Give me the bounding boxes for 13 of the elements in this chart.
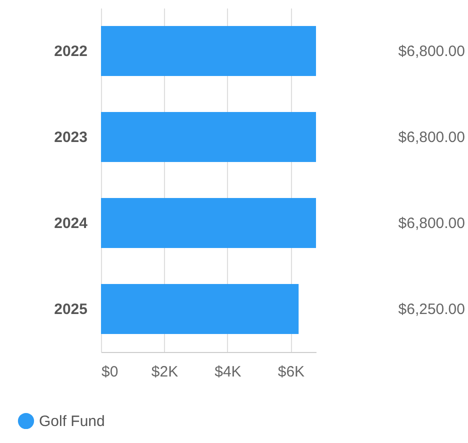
legend-label: Golf Fund: [39, 413, 105, 430]
y-tick-label: 2023: [54, 129, 88, 146]
y-tick-label: 2025: [54, 301, 88, 318]
y-tick-label: 2024: [54, 215, 88, 232]
text: $6,250.00: [398, 301, 465, 318]
text: $6,800.00: [398, 43, 465, 60]
x-tick-label: $2K: [151, 364, 178, 380]
x-tick-label: $6K: [278, 364, 305, 380]
y-tick-label: 2022: [54, 43, 88, 60]
x-tick-label: $4K: [214, 364, 242, 380]
text: $6,800.00: [398, 129, 465, 146]
x-tick-label: $0: [102, 364, 118, 380]
text: $6,800.00: [398, 215, 465, 232]
